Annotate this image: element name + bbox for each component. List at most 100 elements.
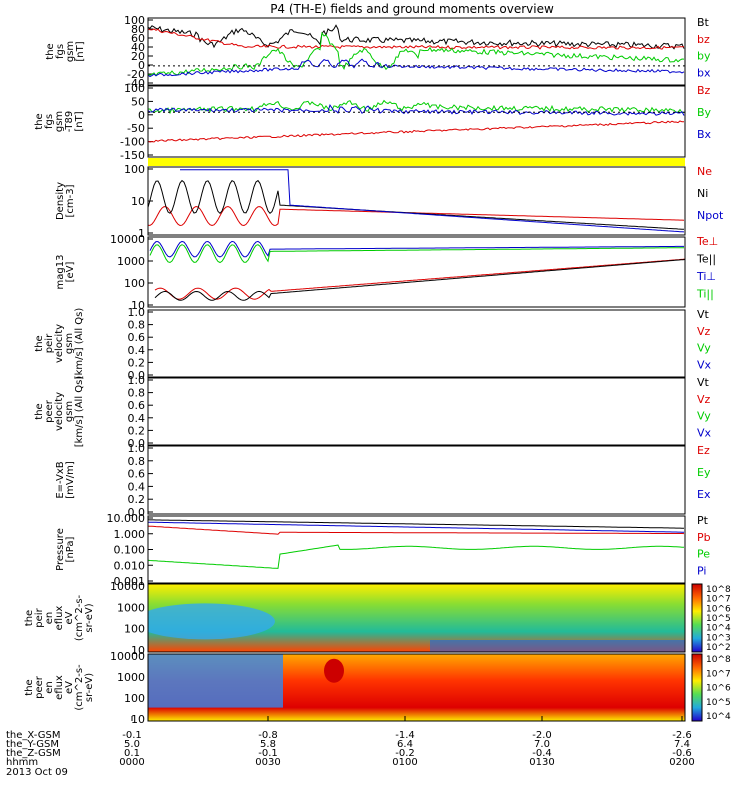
x-axis-labels: the_X-GSMthe_Y-GSMthe_Z-GSMhhmm-0.15.00.… [6,716,695,778]
panel-content [148,584,685,652]
x-row-label: the_Z-GSM [6,748,61,759]
y-tick-label: 1000 [117,255,145,268]
trace-Pt [148,519,684,529]
y-tick-label: 1.000 [114,528,146,541]
panel-frame [147,653,686,722]
colorbar [691,653,703,722]
y-tick-label: 0.001 [114,575,146,588]
y-axis-label: [nT] [75,41,86,61]
panel-9: 10000 1000 100 10 the peir en eflux eV (cm^2-s-sr… [24,580,731,657]
legend-Npot: Npot [697,209,724,222]
colorbar-tick-label: 10^6 [706,684,731,694]
panel-10: 10000 1000 100 10 the peer en eflux eV (cm^2-s-sr… [24,650,731,726]
legend-Ne: Ne [697,165,712,178]
figure-title: P4 (TH-E) fields and ground moments over… [270,2,554,16]
y-axis-label: mag13 [55,255,66,290]
panel-8: 10.000 1.000 0.100 0.010 0.001 Pressure [nPa] P… [55,512,711,588]
x-tick-label: -0.6 [672,748,692,759]
y-axis-label: -T89 [64,111,75,133]
panel-frame [147,166,686,236]
y-axis-label: the [34,403,45,419]
legend-by: by [697,50,711,63]
x-tick-label: -2.6 [672,730,692,741]
y-tick-label: -100 [120,136,145,149]
colorbar [691,583,703,653]
trace-Pb [148,525,685,535]
legend-Pt: Pt [697,514,709,527]
y-axis-label: the [34,113,45,129]
trace-Pi [148,521,684,533]
y-tick-label: 1000 [117,671,145,684]
y-axis-label: the [45,43,56,59]
y-axis-label: gsm [64,401,75,422]
y-axis-label: en [44,681,55,694]
panel-frame [147,445,686,515]
y-tick-label: 1000 [117,601,145,614]
legend-Te||: Te|| [696,253,716,266]
y-tick-label: 1.0 [128,442,146,455]
trace-Npot [180,169,685,233]
y-tick-label: 50 [131,95,145,108]
x-tick-label: 7.4 [674,739,690,750]
colorbar-tick-label: 10^7 [706,669,731,679]
x-tick-label: 0130 [529,757,554,768]
panel-frame [147,377,686,446]
y-axis-label: Pressure [55,528,66,571]
x-tick-label: 5.8 [260,739,276,750]
legend-Pi: Pi [697,564,706,577]
y-tick-label: 0.0 [128,506,146,519]
colorbar-tick-label: 10^5 [706,698,731,708]
x-tick-label: 0000 [119,757,144,768]
y-tick-label: 0.0 [128,437,146,450]
y-tick-label: 0.2 [128,356,146,369]
colorbar-tick-label: 10^6 [706,604,731,614]
y-tick-label: -40 [127,77,145,90]
legend-bx: bx [697,66,711,79]
trace-Pe [148,544,685,569]
trace-bz [148,28,685,50]
colorbar-tick-label: 10^3 [706,633,731,643]
trace-Ti-perp [149,240,684,258]
y-tick-label: 10 [131,644,145,657]
legend-Vy: Vy [697,342,711,355]
y-tick-label: 10 [131,195,145,208]
panel-6: 1.00.80.60.40.20.0 the peer velocity gsm [km/… [34,374,712,450]
legend-Vz: Vz [697,393,711,406]
legend-Ni: Ni [697,187,708,200]
y-axis-label: gsm [65,41,76,62]
legend-Ex: Ex [697,488,711,501]
y-tick-label: 0.010 [114,559,146,572]
trace-dBz [148,120,684,143]
panel-4: 10000 1000 100 10 mag13 [eV] Te⊥ Te|| Ti⊥ Ti|| [55,233,718,312]
y-tick-label: 100 [124,623,145,636]
y-axis-label: [nT] [74,111,85,131]
x-tick-label: -0.1 [258,748,278,759]
trace-bt [148,24,685,50]
y-axis-label: [eV] [65,262,76,283]
y-tick-label: 0.4 [128,412,146,425]
y-axis-label: peir [34,607,45,627]
panel-frame [147,85,686,158]
y-tick-label: 10 [131,299,145,312]
legend-Vy: Vy [697,410,711,423]
panel-frame [147,17,686,86]
legend-bz: bz [697,33,710,46]
y-tick-label: 0.4 [128,480,146,493]
y-tick-label: 0.2 [128,424,146,437]
colorbar-tick-label: 10^7 [706,595,731,605]
y-axis-label: (cm^2-s- [74,594,85,641]
x-tick-label: 0030 [255,757,280,768]
y-tick-label: -20 [127,68,145,81]
x-tick-label: 6.4 [397,739,413,750]
legend-Bz: Bz [697,84,711,97]
y-tick-label: 0.2 [128,493,146,506]
y-tick-label: 0.8 [128,455,146,468]
panel-3: 100 10 1 Density [cm-3] Ne Ni Npot [55,163,724,240]
legend-Ey: Ey [697,466,711,479]
y-axis-label: gsm [64,333,75,354]
y-tick-label: 20 [131,50,145,63]
y-tick-label: 60 [131,32,145,45]
y-tick-label: 40 [131,41,145,54]
